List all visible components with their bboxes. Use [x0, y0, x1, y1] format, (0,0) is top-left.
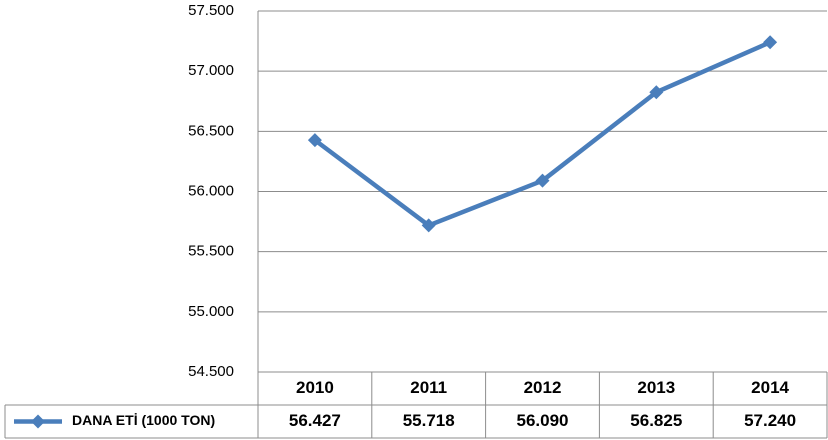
marker	[421, 218, 436, 233]
data-label: 55.718	[403, 411, 455, 430]
marker	[307, 133, 322, 148]
marker	[535, 173, 550, 188]
legend-label: DANA ETİ (1000 TON)	[72, 412, 215, 428]
y-tick-label: 54.500	[188, 363, 234, 380]
data-label: 56.825	[630, 411, 682, 430]
legend-marker	[31, 414, 45, 429]
marker	[763, 35, 778, 50]
data-label: 56.427	[289, 411, 341, 430]
y-tick-label: 56.500	[188, 122, 234, 139]
y-tick-label: 57.000	[188, 62, 234, 79]
series-line	[313, 40, 772, 228]
data-label: 57.240	[744, 411, 796, 430]
y-tick-label: 57.500	[188, 2, 234, 19]
x-tick-label: 2014	[751, 378, 789, 397]
x-tick-label: 2012	[524, 378, 562, 397]
y-tick-label: 55.000	[188, 303, 234, 320]
y-tick-label: 55.500	[188, 243, 234, 260]
x-tick-label: 2013	[637, 378, 675, 397]
y-tick-label: 56.000	[188, 182, 234, 199]
x-tick-label: 2011	[410, 378, 447, 397]
marker	[649, 85, 664, 100]
data-label: 56.090	[517, 411, 569, 430]
x-tick-label: 2010	[296, 378, 334, 397]
